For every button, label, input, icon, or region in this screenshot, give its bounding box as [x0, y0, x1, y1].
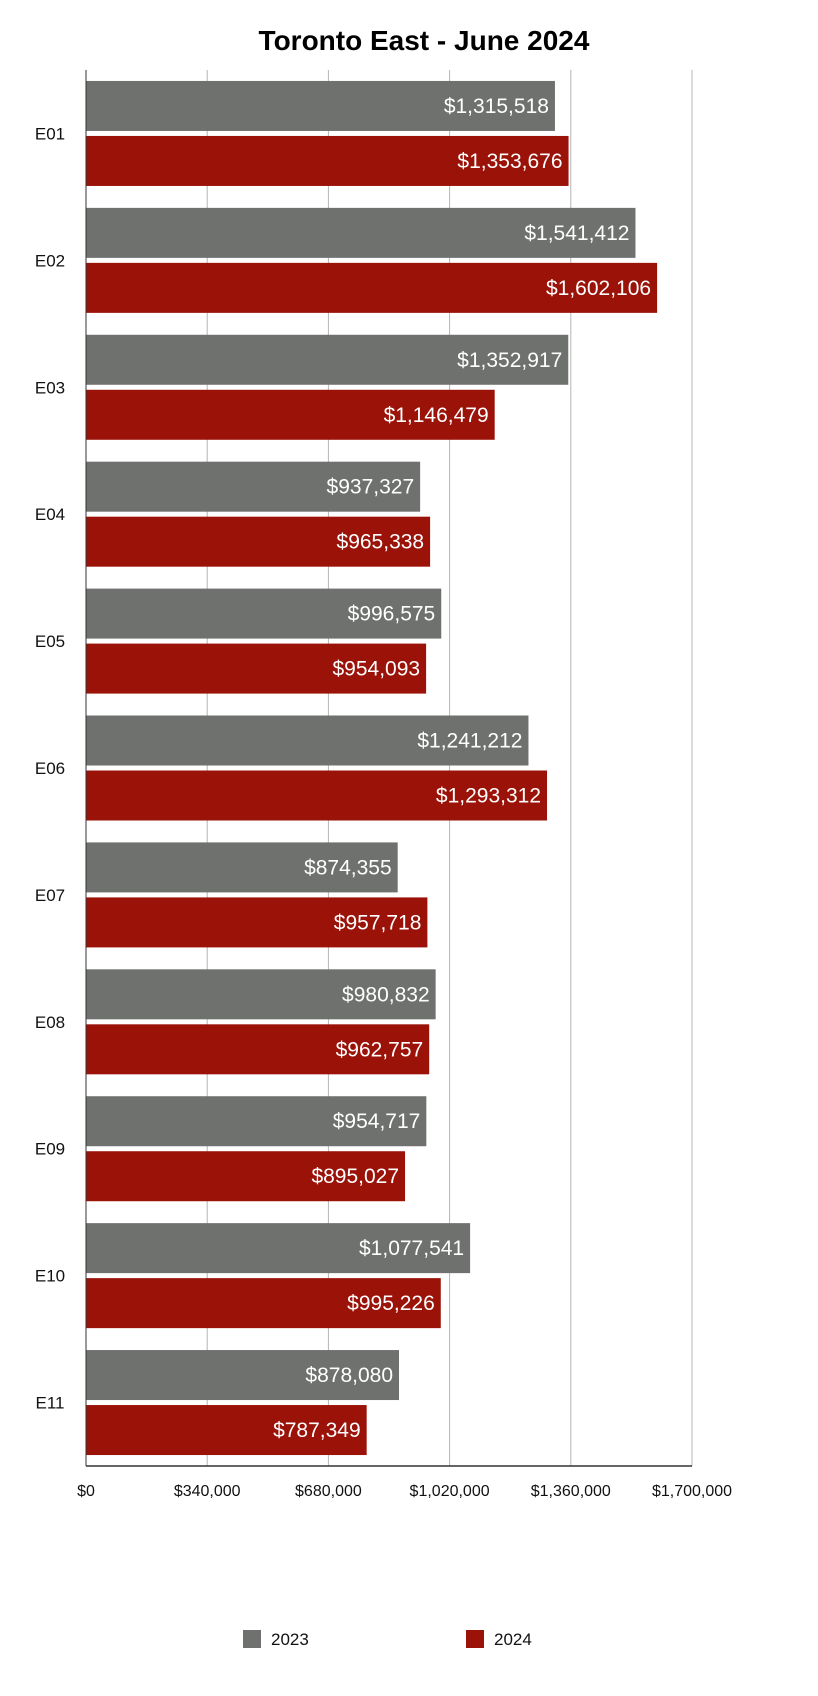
- bar-value-label: $954,717: [333, 1110, 421, 1133]
- bar-2023: [86, 80, 555, 131]
- bar-2023: [86, 969, 436, 1020]
- category-label: E05: [35, 632, 65, 651]
- bar-value-label: $1,146,479: [384, 404, 489, 427]
- category-label: E11: [36, 1394, 65, 1413]
- bar-value-label: $980,832: [342, 983, 430, 1006]
- bar-2024: [86, 516, 431, 567]
- bar-2023: [86, 207, 636, 258]
- bar-2023: [86, 1096, 427, 1147]
- bar-2023: [86, 461, 421, 512]
- bar-2024: [86, 770, 548, 821]
- x-tick-label: $1,700,000: [652, 1483, 732, 1500]
- bar-2023: [86, 1223, 471, 1274]
- bar-value-label: $895,027: [311, 1165, 399, 1188]
- bar-2023: [86, 588, 442, 639]
- bar-value-label: $965,338: [337, 531, 425, 554]
- x-axis: $0 $340,000 $680,000 $1,020,000 $1,360,000 $1…: [77, 70, 732, 1500]
- category-label: E01: [35, 124, 65, 143]
- category-label: E02: [35, 251, 65, 270]
- chart-title: Toronto East - June 2024: [259, 25, 590, 56]
- bar-2023: [86, 842, 398, 893]
- bar-2024: [86, 897, 428, 948]
- category-label: E08: [35, 1013, 65, 1032]
- bar-value-label: $1,541,412: [524, 222, 629, 245]
- x-tick-label: $0: [77, 1483, 95, 1500]
- bar-2024: [86, 1405, 367, 1456]
- x-tick-label: $1,360,000: [531, 1483, 611, 1500]
- bar-value-label: $1,353,676: [457, 150, 562, 173]
- category-label: E06: [35, 759, 65, 778]
- bar-value-label: $957,718: [334, 911, 422, 934]
- bar-value-label: $874,355: [304, 856, 392, 879]
- x-tick-label: $340,000: [174, 1483, 241, 1500]
- legend-swatch-2023: [243, 1630, 261, 1648]
- bar-value-label: $1,293,312: [436, 785, 541, 808]
- category-label: E04: [35, 505, 65, 524]
- bar-2023: [86, 1350, 400, 1401]
- bar-2024: [86, 389, 495, 440]
- bar-value-label: $1,077,541: [359, 1237, 464, 1260]
- category-label: E03: [35, 378, 65, 397]
- bar-value-label: $937,327: [327, 476, 415, 499]
- bar-value-label: $996,575: [348, 603, 436, 626]
- bar-value-label: $787,349: [273, 1419, 361, 1442]
- bar-2023: [86, 334, 569, 385]
- bar-value-label: $1,352,917: [457, 349, 562, 372]
- bar-2024: [86, 1151, 406, 1202]
- bar-value-label: $1,602,106: [546, 277, 651, 300]
- legend: 2023 2024: [243, 1630, 532, 1649]
- category-labels: E01 E02 E03 E04 E05 E06 E07 E08 E09 E10 E11: [35, 124, 65, 1412]
- bar-value-label: $878,080: [305, 1364, 393, 1387]
- category-label: E10: [35, 1267, 65, 1286]
- bar-value-label: $1,315,518: [444, 95, 549, 118]
- bar-value-label: $962,757: [336, 1038, 424, 1061]
- x-tick-label: $680,000: [295, 1483, 362, 1500]
- bar-value-label: $954,093: [333, 658, 421, 681]
- category-label: E09: [35, 1140, 65, 1159]
- category-label: E07: [35, 886, 65, 905]
- bar-value-label: $1,241,212: [417, 730, 522, 753]
- bar-2024: [86, 643, 427, 694]
- bars: $1,315,518 $1,353,676 $1,541,412 $1,602,106…: [86, 80, 658, 1456]
- bar-value-label: $995,226: [347, 1292, 435, 1315]
- bar-2024: [86, 135, 569, 186]
- legend-label: 2024: [494, 1630, 532, 1649]
- bar-2024: [86, 262, 658, 313]
- legend-label: 2023: [271, 1630, 309, 1649]
- bar-2024: [86, 1278, 441, 1329]
- x-tick-label: $1,020,000: [410, 1483, 490, 1500]
- bar-2024: [86, 1024, 430, 1075]
- legend-swatch-2024: [466, 1630, 484, 1648]
- bar-2023: [86, 715, 529, 766]
